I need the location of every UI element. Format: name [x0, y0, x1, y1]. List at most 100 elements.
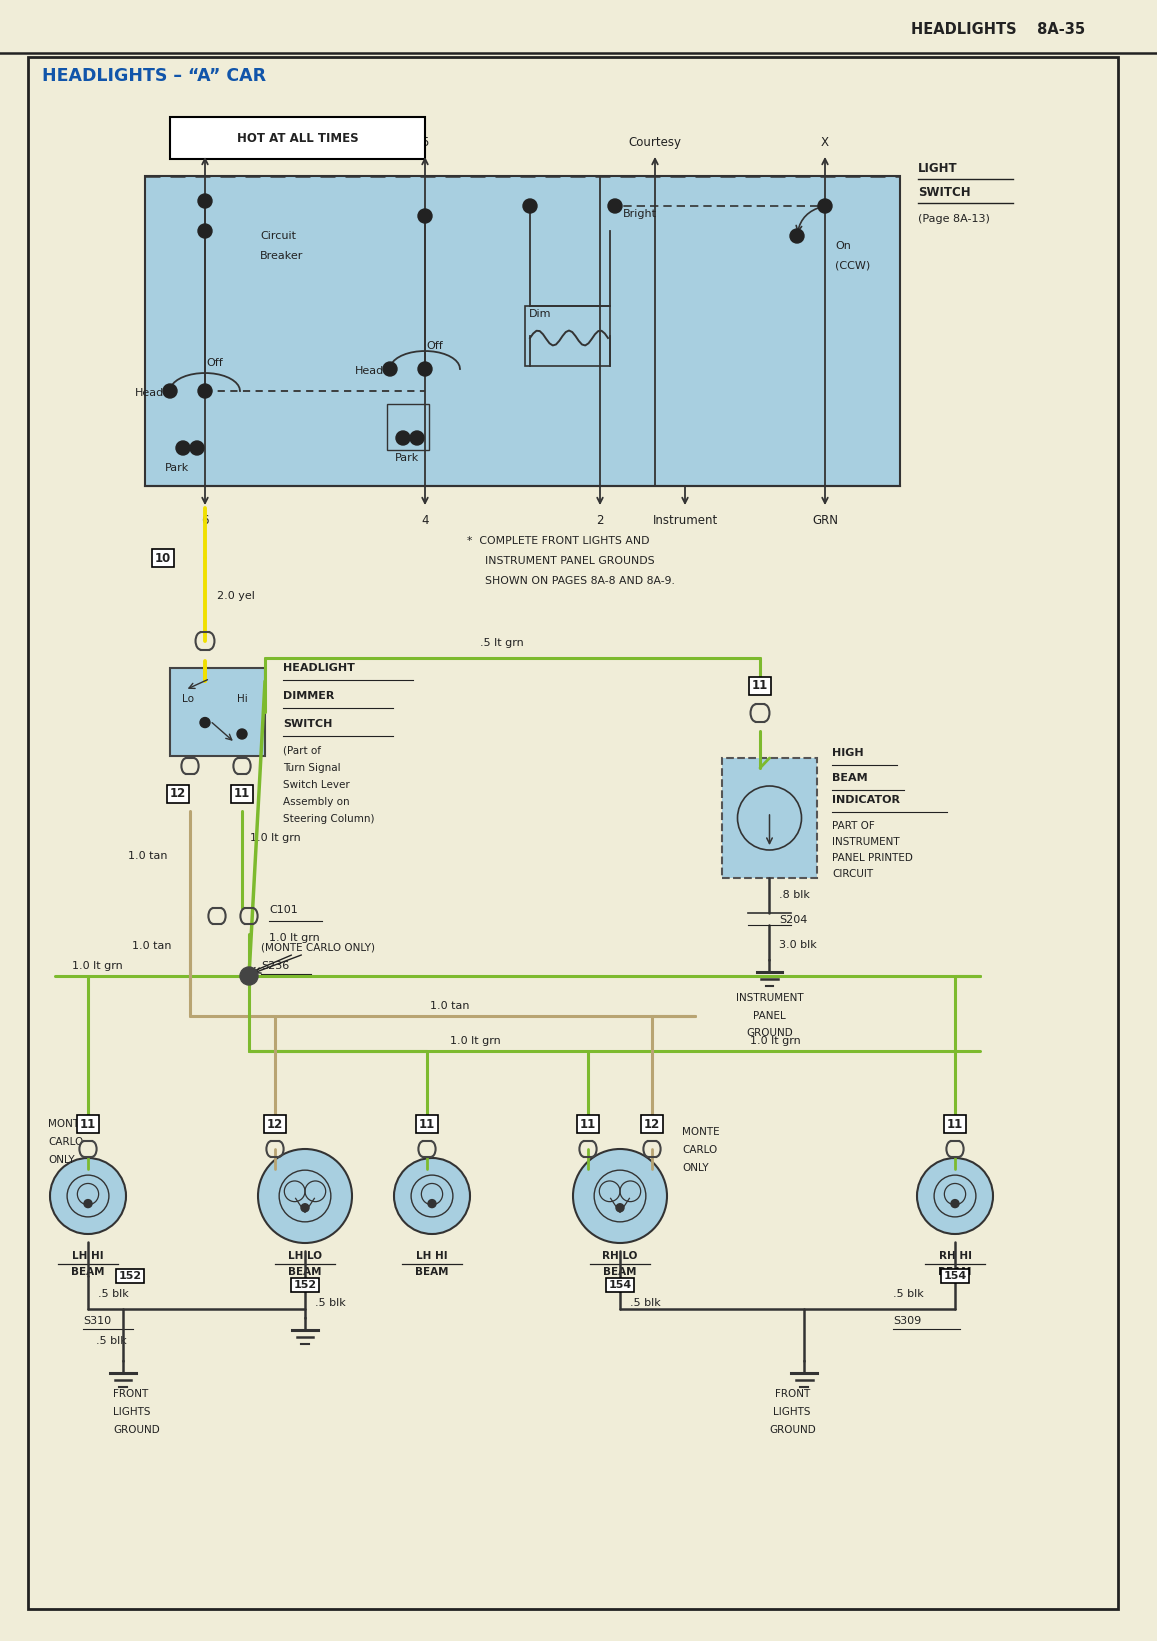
Text: GROUND: GROUND: [746, 1027, 793, 1039]
Text: CARLO: CARLO: [681, 1145, 717, 1155]
Text: LH HI: LH HI: [417, 1250, 448, 1260]
Text: 11: 11: [580, 1118, 596, 1131]
Text: (Page 8A-13): (Page 8A-13): [918, 213, 990, 225]
Circle shape: [918, 1159, 993, 1234]
Text: Head: Head: [135, 387, 164, 399]
Text: (MONTE CARLO ONLY): (MONTE CARLO ONLY): [261, 944, 375, 953]
Circle shape: [418, 363, 432, 376]
FancyBboxPatch shape: [722, 758, 817, 878]
Text: BEAM: BEAM: [938, 1267, 972, 1277]
Text: 1.0 lt grn: 1.0 lt grn: [250, 834, 301, 843]
Text: Turn Signal: Turn Signal: [283, 763, 340, 773]
Text: 1.0 tan: 1.0 tan: [430, 1001, 470, 1011]
Circle shape: [428, 1200, 436, 1208]
Text: 152: 152: [294, 1280, 317, 1290]
Circle shape: [258, 1149, 352, 1242]
Text: 2: 2: [596, 514, 604, 527]
Text: .8 blk: .8 blk: [780, 889, 810, 899]
Circle shape: [383, 363, 397, 376]
Text: MONTE: MONTE: [681, 1127, 720, 1137]
Text: HOT AT ALL TIMES: HOT AT ALL TIMES: [237, 131, 359, 144]
Text: C101: C101: [268, 904, 297, 916]
Circle shape: [84, 1200, 93, 1208]
Text: Lo: Lo: [182, 694, 194, 704]
Circle shape: [50, 1159, 126, 1234]
Text: 11: 11: [419, 1118, 435, 1131]
Circle shape: [301, 1204, 309, 1211]
Text: GROUND: GROUND: [113, 1424, 160, 1434]
Text: .5 lt grn: .5 lt grn: [480, 638, 524, 648]
Text: Bright: Bright: [622, 208, 657, 218]
Text: 1.0 tan: 1.0 tan: [132, 940, 171, 952]
Circle shape: [951, 1200, 959, 1208]
Text: FRONT: FRONT: [775, 1388, 810, 1400]
Text: LH HI: LH HI: [72, 1250, 104, 1260]
Text: .5 blk: .5 blk: [893, 1288, 923, 1300]
Text: X: X: [821, 136, 830, 149]
Text: BEAM: BEAM: [415, 1267, 449, 1277]
Text: .5 blk: .5 blk: [315, 1298, 346, 1308]
Text: Assembly on: Assembly on: [283, 798, 349, 807]
Text: INDICATOR: INDICATOR: [832, 794, 900, 806]
Text: 152: 152: [118, 1272, 141, 1282]
Text: S236: S236: [261, 962, 289, 971]
Text: 11: 11: [946, 1118, 963, 1131]
Text: BEAM: BEAM: [603, 1267, 636, 1277]
Circle shape: [523, 199, 537, 213]
Text: PART OF: PART OF: [832, 820, 875, 830]
Text: Breaker: Breaker: [260, 251, 303, 261]
Text: ONLY: ONLY: [681, 1163, 708, 1173]
Text: 1.0 lt grn: 1.0 lt grn: [750, 1035, 801, 1045]
Circle shape: [818, 199, 832, 213]
Text: Steering Column): Steering Column): [283, 814, 375, 824]
FancyBboxPatch shape: [170, 117, 425, 159]
Text: ONLY: ONLY: [47, 1155, 74, 1165]
Text: 2.0 yel: 2.0 yel: [218, 591, 255, 601]
Text: INSTRUMENT: INSTRUMENT: [832, 837, 900, 847]
Text: HEADLIGHTS    8A-35: HEADLIGHTS 8A-35: [911, 21, 1085, 36]
Text: 1.0 lt grn: 1.0 lt grn: [72, 962, 123, 971]
Text: Circuit: Circuit: [260, 231, 296, 241]
Text: PANEL PRINTED: PANEL PRINTED: [832, 853, 913, 863]
Text: 12: 12: [170, 788, 186, 801]
Text: 6: 6: [201, 514, 208, 527]
Text: RH LO: RH LO: [603, 1250, 638, 1260]
Text: (CCW): (CCW): [835, 261, 870, 271]
Circle shape: [396, 432, 410, 445]
Text: FRONT: FRONT: [113, 1388, 148, 1400]
Circle shape: [395, 1159, 470, 1234]
Circle shape: [200, 717, 211, 727]
Text: Switch Lever: Switch Lever: [283, 779, 349, 789]
Text: INSTRUMENT: INSTRUMENT: [736, 993, 803, 1003]
Text: SHOWN ON PAGES 8A-8 AND 8A-9.: SHOWN ON PAGES 8A-8 AND 8A-9.: [485, 576, 675, 586]
Text: INSTRUMENT PANEL GROUNDS: INSTRUMENT PANEL GROUNDS: [485, 556, 655, 566]
Text: LIGHTS: LIGHTS: [774, 1406, 811, 1416]
Text: BEAM: BEAM: [288, 1267, 322, 1277]
FancyBboxPatch shape: [145, 176, 900, 486]
FancyBboxPatch shape: [28, 57, 1118, 1608]
Text: GRN: GRN: [812, 514, 838, 527]
Text: Head: Head: [354, 366, 384, 376]
Text: 11: 11: [752, 679, 768, 693]
Text: 1.0 lt grn: 1.0 lt grn: [450, 1035, 501, 1045]
Circle shape: [239, 967, 258, 985]
Text: S310: S310: [83, 1316, 111, 1326]
Circle shape: [198, 384, 212, 399]
Text: On: On: [835, 241, 850, 251]
Text: SWITCH: SWITCH: [918, 187, 971, 200]
Text: MONTE: MONTE: [47, 1119, 86, 1129]
Text: 154: 154: [943, 1272, 966, 1282]
Circle shape: [198, 194, 212, 208]
Text: 154: 154: [609, 1280, 632, 1290]
Text: 1.0 tan: 1.0 tan: [128, 852, 168, 862]
Text: 11: 11: [80, 1118, 96, 1131]
Text: SWITCH: SWITCH: [283, 719, 332, 729]
Text: .5 blk: .5 blk: [631, 1298, 661, 1308]
Circle shape: [198, 225, 212, 238]
Circle shape: [237, 729, 246, 738]
Circle shape: [163, 384, 177, 399]
Text: BEAM: BEAM: [832, 773, 868, 783]
Circle shape: [790, 230, 804, 243]
Text: .5 blk: .5 blk: [96, 1336, 127, 1346]
Text: Courtesy: Courtesy: [628, 136, 681, 149]
